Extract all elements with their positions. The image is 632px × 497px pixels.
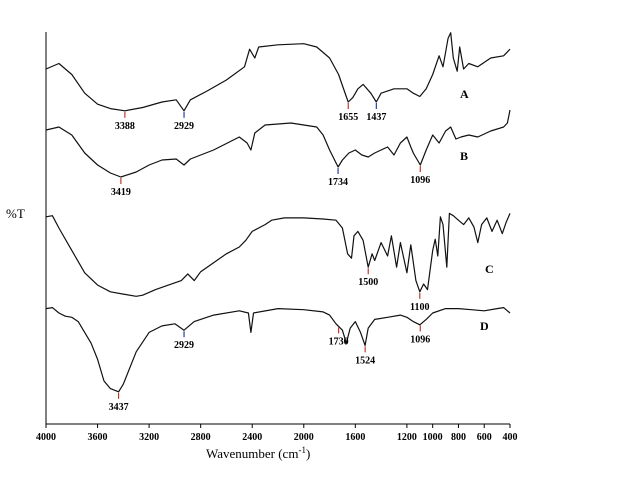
peak-label: 2929 (174, 340, 194, 351)
trace-a (45, 32, 511, 112)
peak-annotations: 3388 2929 1655 1437 3419 1734 1096 1500 1100 3437… (109, 103, 430, 413)
y-axis-title: %T (6, 206, 25, 221)
x-tick-label: 2400 (242, 432, 262, 443)
x-tick-label: 800 (451, 432, 466, 443)
x-axis-title: Wavenumber (cm-1) (206, 445, 310, 461)
x-tick-label: 3200 (139, 432, 159, 443)
x-tick-label: 1200 (397, 432, 417, 443)
x-tick-label: 3600 (88, 432, 108, 443)
peak-label: 3388 (115, 121, 135, 132)
peak-label: 1524 (355, 355, 375, 366)
x-axis-ticks: 4000 3600 3200 2800 2400 2000 1600 1200 1000 800 6… (36, 424, 518, 443)
x-axis-title-main: Wavenumber (cm (206, 446, 298, 461)
peak-label: 3437 (109, 402, 129, 413)
x-tick-label: 1600 (345, 432, 365, 443)
trace-d (45, 307, 511, 393)
x-tick-label: 600 (477, 432, 492, 443)
x-tick-label: 400 (503, 432, 518, 443)
peak-label: 1100 (410, 302, 429, 313)
x-axis-title-close: ) (306, 446, 310, 461)
trace-b (45, 109, 511, 178)
series-label-b: B (460, 149, 468, 163)
x-axis-title-superscript: -1 (298, 445, 306, 455)
x-tick-label: 4000 (36, 432, 56, 443)
peak-label: 1730 (329, 336, 349, 347)
peak-label: 2929 (174, 121, 194, 132)
x-tick-label: 2000 (294, 432, 314, 443)
peak-label: 1500 (358, 277, 378, 288)
series-label-d: D (480, 319, 489, 333)
peak-label: 3419 (111, 187, 131, 198)
series-labels: A B C D (460, 87, 494, 333)
trace-c (45, 212, 511, 297)
spectra-traces (45, 32, 511, 393)
peak-label: 1655 (338, 112, 358, 123)
x-tick-label: 1000 (423, 432, 443, 443)
x-tick-label: 2800 (191, 432, 211, 443)
series-label-c: C (485, 262, 494, 276)
peak-label: 1096 (410, 334, 430, 345)
peak-label: 1734 (328, 177, 348, 188)
peak-label: 1096 (410, 175, 430, 186)
peak-label: 1437 (366, 112, 386, 123)
series-label-a: A (460, 87, 469, 101)
